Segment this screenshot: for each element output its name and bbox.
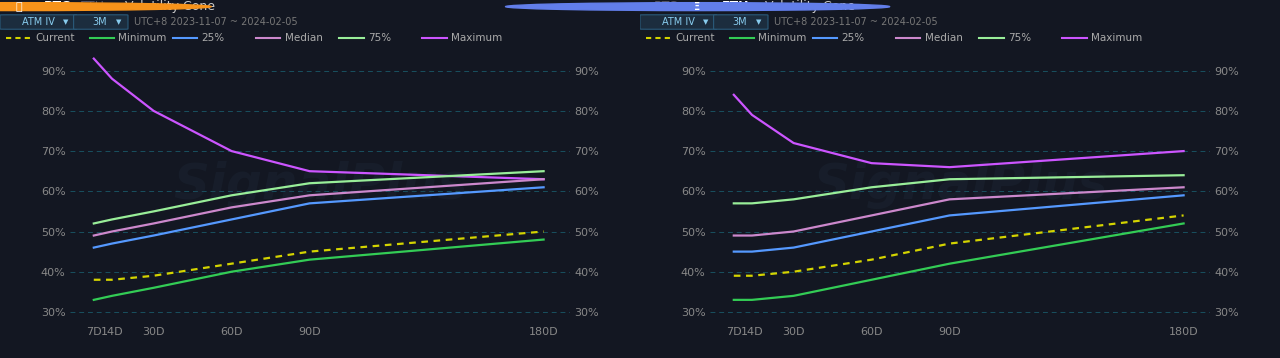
Circle shape <box>506 3 890 11</box>
Text: 75%: 75% <box>369 34 392 43</box>
Text: Maximum: Maximum <box>1091 34 1143 43</box>
Text: 75%: 75% <box>1009 34 1032 43</box>
Text: Minimum: Minimum <box>119 34 166 43</box>
FancyBboxPatch shape <box>0 15 77 29</box>
FancyBboxPatch shape <box>640 15 717 29</box>
Text: ▼: ▼ <box>703 19 709 25</box>
Text: ▼: ▼ <box>755 19 762 25</box>
Text: UTC+8 2023-11-07 ~ 2024-02-05: UTC+8 2023-11-07 ~ 2024-02-05 <box>774 17 938 27</box>
Text: UTC+8 2023-11-07 ~ 2024-02-05: UTC+8 2023-11-07 ~ 2024-02-05 <box>134 17 298 27</box>
Text: Median: Median <box>285 34 323 43</box>
Text: 3M: 3M <box>732 17 746 27</box>
Text: Volatility Cone: Volatility Cone <box>125 0 215 13</box>
Text: ATM IV: ATM IV <box>662 17 695 27</box>
Circle shape <box>0 3 211 11</box>
Text: ₿: ₿ <box>15 2 23 12</box>
Text: ATM IV: ATM IV <box>22 17 55 27</box>
FancyBboxPatch shape <box>714 15 768 29</box>
Text: Median: Median <box>924 34 963 43</box>
Text: 3M: 3M <box>92 17 106 27</box>
Text: ▼: ▼ <box>115 19 122 25</box>
Text: SignalPlus: SignalPlus <box>813 161 1107 209</box>
Text: 25%: 25% <box>842 34 865 43</box>
FancyBboxPatch shape <box>74 15 128 29</box>
Text: ▼: ▼ <box>63 19 69 25</box>
Text: ETH: ETH <box>722 0 749 13</box>
Text: Maximum: Maximum <box>452 34 503 43</box>
Text: Current: Current <box>676 34 714 43</box>
Text: Minimum: Minimum <box>758 34 806 43</box>
Text: 25%: 25% <box>202 34 225 43</box>
Text: BTC: BTC <box>654 0 678 13</box>
Text: Ξ: Ξ <box>695 2 700 12</box>
Text: SignalPlus: SignalPlus <box>173 161 467 209</box>
Text: ETH: ETH <box>79 0 105 13</box>
Text: Volatility Cone: Volatility Cone <box>765 0 855 13</box>
Text: BTC: BTC <box>44 0 70 13</box>
Text: Current: Current <box>36 34 74 43</box>
